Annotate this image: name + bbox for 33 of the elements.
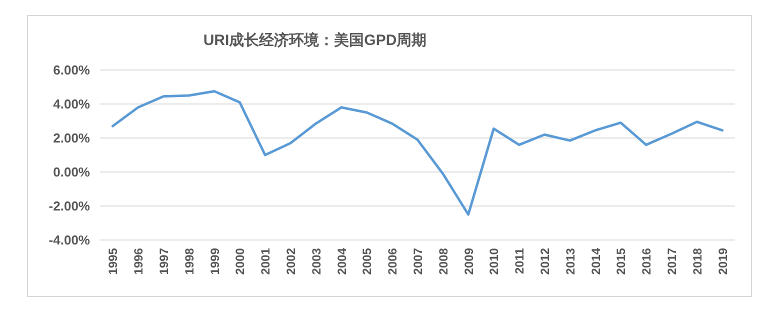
- y-tick-label: 0.00%: [53, 164, 90, 180]
- x-tick-label: 2000: [233, 248, 248, 275]
- y-tick-label: 6.00%: [53, 62, 90, 78]
- y-tick-label: 2.00%: [53, 130, 90, 146]
- x-tick-label: 1999: [208, 248, 222, 275]
- x-tick-label: 2005: [360, 248, 374, 275]
- x-tick-label: 1995: [106, 248, 120, 275]
- x-tick-label: 2004: [334, 248, 349, 275]
- x-tick-label: 2010: [487, 248, 502, 275]
- x-tick-label: 2009: [462, 248, 476, 275]
- x-tick-label: 2002: [284, 248, 298, 275]
- x-tick-label: 2013: [563, 248, 578, 275]
- x-tick-label: 2007: [411, 248, 425, 275]
- x-tick-label: 2018: [690, 248, 704, 275]
- x-tick-label: 2008: [436, 248, 450, 275]
- x-tick-label: 2017: [665, 248, 679, 275]
- chart-title: URI成长经济环境：美国GPD周期: [203, 31, 427, 49]
- x-tick-label: 2012: [538, 248, 552, 275]
- y-tick-label: 4.00%: [53, 96, 90, 112]
- x-tick-label: 2019: [716, 248, 730, 275]
- x-tick-label: 2001: [258, 248, 273, 275]
- x-tick-label: 2015: [614, 248, 628, 275]
- x-tick-label: 1998: [182, 248, 196, 275]
- x-tick-label: 2016: [640, 248, 654, 275]
- x-tick-label: 2006: [386, 248, 400, 275]
- x-tick-label: 1997: [157, 248, 171, 275]
- line-series: [111, 90, 724, 216]
- x-tick-label: 2011: [512, 248, 527, 274]
- y-tick-label: -2.00%: [48, 198, 90, 214]
- x-tick-label: 2014: [588, 248, 603, 275]
- y-tick-label: -4.00%: [48, 232, 90, 248]
- x-tick-label: 1996: [132, 248, 146, 275]
- x-tick-label: 2003: [309, 248, 324, 275]
